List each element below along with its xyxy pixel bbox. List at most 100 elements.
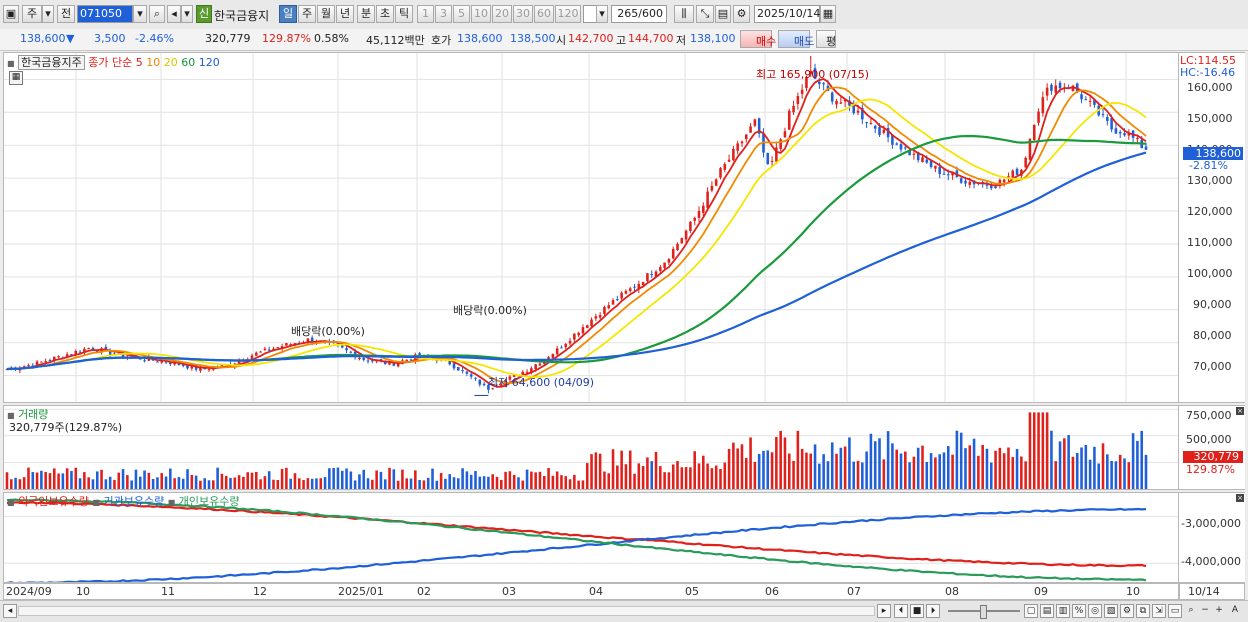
interval-3-button[interactable]: 3 bbox=[435, 5, 452, 23]
legend-stock-name[interactable]: 한국금융지주 bbox=[18, 55, 85, 70]
volume-bar bbox=[126, 475, 129, 489]
buy-button-label: 매수 bbox=[756, 35, 777, 48]
holdings-legend-bullet-icon: ■ bbox=[7, 498, 15, 507]
sound-dropdown-icon[interactable]: ▾ bbox=[181, 5, 193, 23]
holdings-chart-panel[interactable]: ■ 외국인보유수량 ■ 기관보유수량 ■ 개인보유수량 bbox=[3, 492, 1179, 583]
volume-bar bbox=[336, 467, 340, 489]
candle-body bbox=[1050, 84, 1053, 91]
code-dropdown-icon[interactable]: ▾ bbox=[133, 5, 147, 23]
buy-button[interactable]: 매수 bbox=[740, 30, 776, 48]
volume-bar bbox=[61, 473, 65, 489]
volume-bar bbox=[886, 431, 890, 489]
price-change-pct: -2.46% bbox=[135, 32, 174, 45]
volume-bar bbox=[203, 478, 206, 489]
period-tick-button[interactable]: 틱 bbox=[395, 5, 413, 23]
scroll-left-icon[interactable]: ◂ bbox=[3, 604, 17, 618]
volume-chart-panel[interactable]: ■ 거래량 320,779주(129.87%) bbox=[3, 405, 1179, 490]
interval-10-button[interactable]: 10 bbox=[471, 5, 491, 23]
date-input[interactable]: 2025/10/14 bbox=[754, 5, 820, 23]
scroll-right-icon[interactable]: ▸ bbox=[877, 604, 891, 618]
holdings-chart-svg[interactable] bbox=[4, 493, 1178, 582]
candle-body bbox=[985, 184, 989, 186]
period-day-button[interactable]: 일 bbox=[279, 5, 297, 23]
period-year-button[interactable]: 년 bbox=[336, 5, 354, 23]
price-chart-svg[interactable] bbox=[4, 53, 1178, 402]
draw-line-icon[interactable]: ⤡ bbox=[696, 5, 714, 23]
volume-bar bbox=[530, 471, 533, 489]
compare-icon[interactable]: ▢ bbox=[1024, 604, 1038, 618]
eval-button[interactable]: 평 bbox=[816, 30, 836, 48]
interval-1-button[interactable]: 1 bbox=[417, 5, 434, 23]
layout-icon[interactable]: ▥ bbox=[1056, 604, 1070, 618]
mode-select[interactable]: 주 bbox=[22, 5, 42, 23]
zoom-icon[interactable]: ⌕ bbox=[1188, 605, 1194, 615]
chart-type-icon[interactable]: ▤ bbox=[1040, 604, 1054, 618]
volume-bar bbox=[143, 470, 146, 489]
interval-120-button[interactable]: 120 bbox=[555, 5, 581, 23]
export-icon[interactable]: ⇲ bbox=[1152, 604, 1166, 618]
interval-60-button[interactable]: 60 bbox=[534, 5, 554, 23]
prev-label: 전 bbox=[60, 7, 72, 20]
volume-bar bbox=[315, 478, 318, 489]
ratio-icon[interactable]: % bbox=[1072, 604, 1086, 618]
price-chart-panel[interactable]: ■ 한국금융지주 종가 단순 5 10 20 60 120 ▦ 최고 165,9… bbox=[3, 52, 1179, 403]
save-icon[interactable]: ▤ bbox=[715, 5, 731, 23]
font-size-icon[interactable]: A bbox=[1231, 605, 1239, 615]
ma-line-5 bbox=[6, 78, 1147, 388]
period-month-button[interactable]: 월 bbox=[317, 5, 335, 23]
overlay-icon[interactable]: ▧ bbox=[1104, 604, 1118, 618]
zoom-slider-thumb[interactable] bbox=[980, 605, 987, 619]
interval-30-button[interactable]: 30 bbox=[513, 5, 533, 23]
copy-icon[interactable]: ⧉ bbox=[1136, 604, 1150, 618]
price-y-axis: LC:114.55 HC:-16.46 160,000 150,000 140,… bbox=[1179, 52, 1245, 403]
candle-settings-icon[interactable]: ⫼ bbox=[674, 5, 694, 23]
step-forward-icon[interactable]: ⏵ bbox=[926, 604, 940, 618]
chevron-down-icon[interactable]: ▾ bbox=[42, 5, 54, 23]
period-second-button[interactable]: 초 bbox=[376, 5, 394, 23]
camera-icon[interactable]: ◎ bbox=[1088, 604, 1102, 618]
count-input[interactable]: 265/600 bbox=[611, 5, 667, 23]
prev-button[interactable]: 전 bbox=[57, 5, 75, 23]
period-week-button[interactable]: 주 bbox=[298, 5, 316, 23]
current-price: 138,600 bbox=[20, 32, 66, 45]
volume-bar bbox=[35, 472, 39, 489]
volume-bar bbox=[491, 474, 494, 489]
stop-icon[interactable]: ■ bbox=[910, 604, 924, 618]
volume-bar bbox=[212, 480, 215, 489]
stock-code-input[interactable]: 071050 bbox=[77, 5, 133, 23]
print-icon[interactable]: ▭ bbox=[1168, 604, 1182, 618]
volume-chart-svg[interactable] bbox=[4, 406, 1178, 489]
volume-bar bbox=[555, 471, 559, 489]
legend-bullet-3-icon: ■ bbox=[167, 498, 176, 507]
search-icon[interactable]: ⌕ bbox=[149, 5, 165, 23]
volume-bar bbox=[856, 460, 860, 489]
gear-icon[interactable]: ⚙ bbox=[733, 5, 750, 23]
volume-close-icon[interactable]: × bbox=[1236, 407, 1244, 415]
period-minute-button[interactable]: 분 bbox=[357, 5, 375, 23]
calendar-icon[interactable]: ▦ bbox=[820, 5, 836, 23]
sell-button[interactable]: 매도 bbox=[778, 30, 814, 48]
settings-icon[interactable]: ⚙ bbox=[1120, 604, 1134, 618]
sound-icon[interactable]: ◂ bbox=[167, 5, 181, 23]
interval-5-button[interactable]: 5 bbox=[453, 5, 470, 23]
interval-20-button[interactable]: 20 bbox=[492, 5, 512, 23]
holdings-close-icon[interactable]: × bbox=[1236, 494, 1244, 502]
zoom-out-icon[interactable]: − bbox=[1201, 605, 1209, 615]
volume-bar bbox=[306, 478, 310, 489]
window-icon[interactable]: ▣ bbox=[3, 5, 19, 23]
grid-icon[interactable]: ▦ bbox=[9, 71, 23, 85]
scrollbar-track[interactable] bbox=[18, 606, 875, 616]
candle-body bbox=[538, 363, 542, 366]
period-second-label: 초 bbox=[379, 7, 391, 20]
volume-bar bbox=[495, 476, 499, 489]
interval-dropdown-icon[interactable]: ▾ bbox=[596, 5, 608, 23]
volume-value: 320,779 bbox=[205, 32, 251, 45]
volume-bar bbox=[706, 463, 709, 489]
low-price: 138,100 bbox=[690, 32, 736, 45]
zoom-in-icon[interactable]: + bbox=[1215, 605, 1223, 615]
volume-bar bbox=[968, 445, 972, 489]
y-tick-120000: 120,000 bbox=[1187, 205, 1233, 218]
volume-bar bbox=[594, 452, 598, 489]
candle-body bbox=[250, 355, 254, 360]
step-back-icon[interactable]: ⏴ bbox=[894, 604, 908, 618]
